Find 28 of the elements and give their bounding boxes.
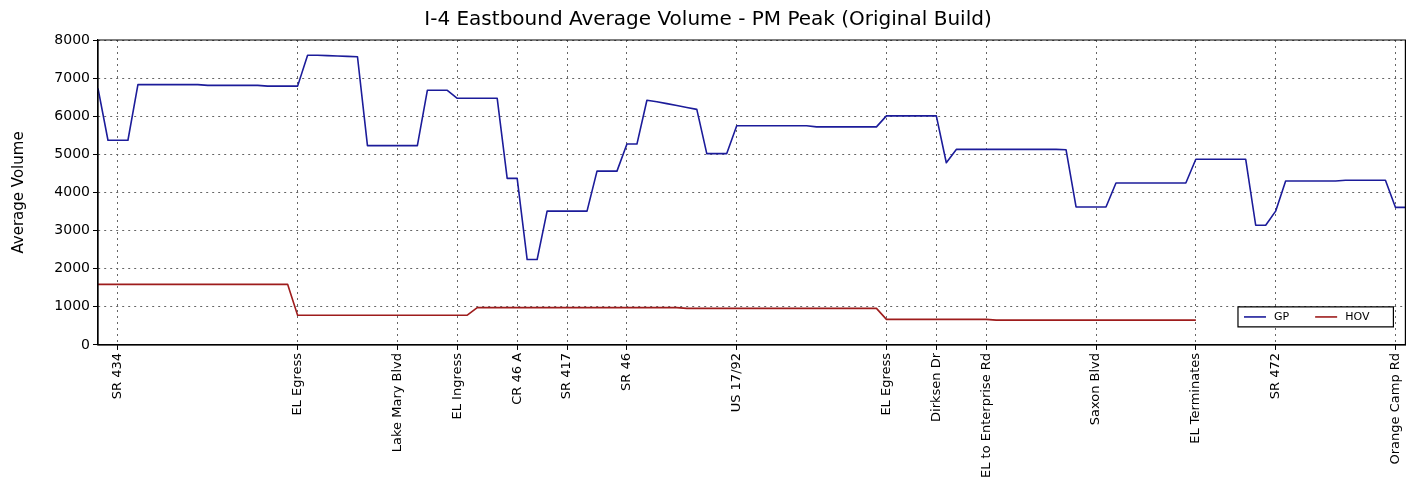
x-tick-label: SR 472 bbox=[1267, 352, 1283, 400]
y-tick-label: 8000 bbox=[54, 30, 90, 47]
chart-title: I-4 Eastbound Average Volume - PM Peak (Original Build) bbox=[424, 6, 992, 31]
x-tick-label: EL Egress bbox=[877, 352, 893, 416]
y-tick-label: 7000 bbox=[54, 68, 90, 85]
x-tick-label: EL Terminates bbox=[1187, 352, 1203, 444]
legend-label: HOV bbox=[1345, 309, 1370, 323]
x-tick-label: EL Egress bbox=[288, 352, 304, 416]
x-tick-label: SR 417 bbox=[558, 352, 574, 400]
y-tick-label: 3000 bbox=[54, 221, 90, 238]
y-tick-label: 6000 bbox=[54, 106, 90, 123]
x-tick-label: SR 46 bbox=[618, 352, 634, 391]
x-tick-label: Dirksen Dr bbox=[927, 352, 943, 422]
y-tick-label: 4000 bbox=[54, 183, 90, 200]
x-tick-label: Saxon Blvd bbox=[1087, 352, 1103, 426]
y-tick-label: 1000 bbox=[54, 297, 90, 314]
y-tick-label: 2000 bbox=[54, 259, 90, 276]
x-tick-label: US 17/92 bbox=[728, 352, 744, 413]
x-tick-label: EL to Enterprise Rd bbox=[977, 352, 993, 478]
x-tick-label: EL Ingress bbox=[448, 352, 464, 420]
y-tick-label: 5000 bbox=[54, 144, 90, 161]
x-tick-label: Lake Mary Blvd bbox=[388, 352, 404, 453]
y-axis-title: Average Volume bbox=[8, 131, 27, 254]
x-tick-label: CR 46 A bbox=[508, 352, 524, 405]
x-tick-label: SR 434 bbox=[109, 352, 125, 400]
x-tick-label: Orange Camp Rd bbox=[1386, 352, 1402, 465]
legend-label: GP bbox=[1273, 309, 1290, 323]
y-tick-label: 0 bbox=[81, 335, 90, 352]
